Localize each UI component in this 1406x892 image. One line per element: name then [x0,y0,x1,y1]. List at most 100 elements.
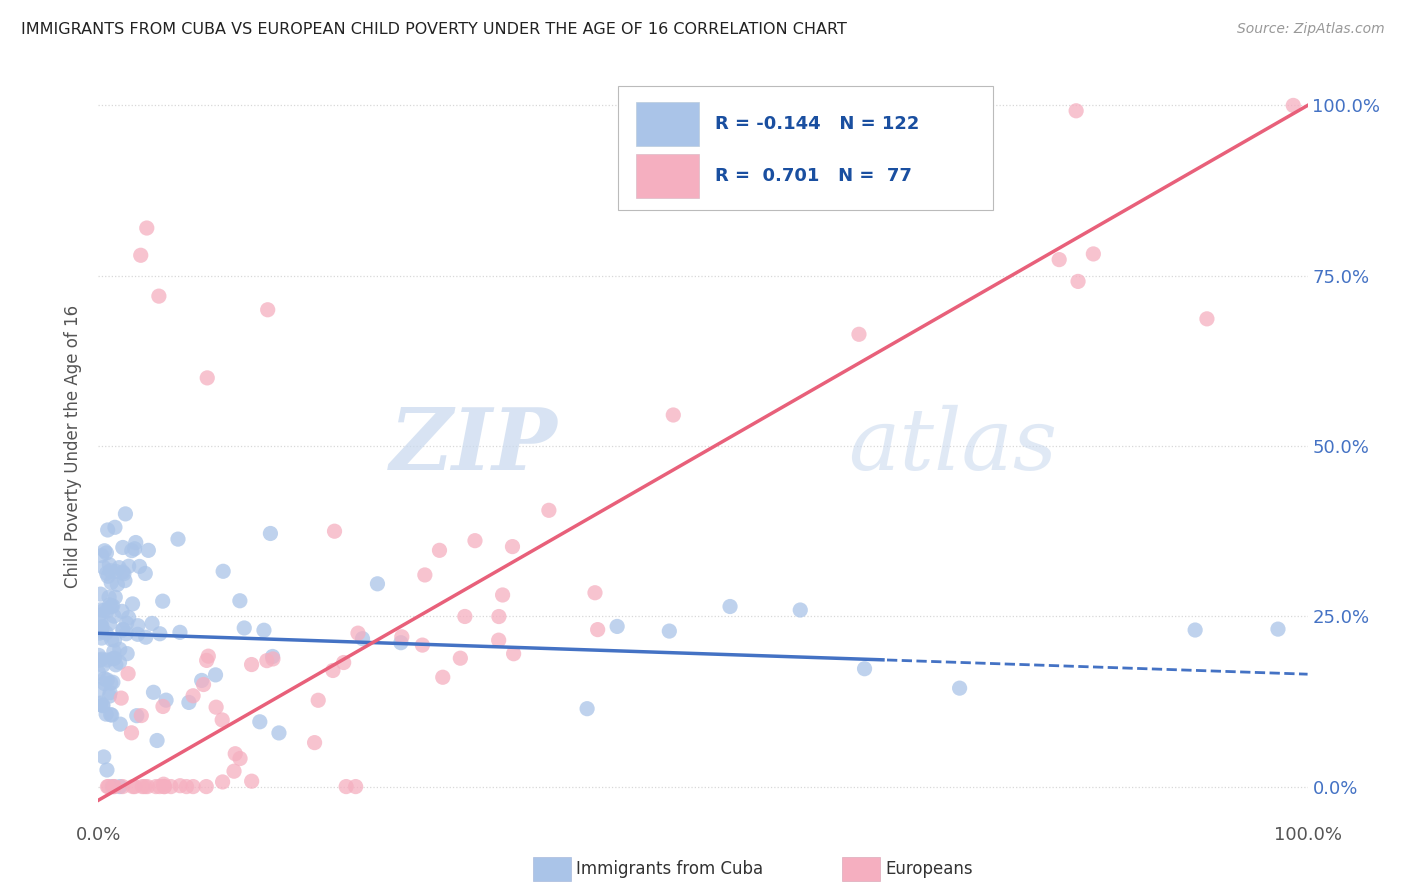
Point [155,693,177,707]
Point [391,630,413,644]
Point [149,780,172,794]
Point [97,780,120,794]
Point [152,777,174,791]
Point [108,560,131,574]
Point [262,649,284,664]
Point [101,651,124,665]
Point [347,626,370,640]
Point [153,780,176,794]
Point [105,577,128,591]
Text: Source: ZipAtlas.com: Source: ZipAtlas.com [1237,22,1385,37]
Y-axis label: Child Poverty Under the Age of 16: Child Poverty Under the Age of 16 [65,304,83,588]
Point [323,524,346,539]
Point [576,701,599,715]
Point [118,610,141,624]
Point [114,574,136,588]
Point [111,604,134,618]
Point [90,615,112,629]
FancyBboxPatch shape [637,102,699,146]
Point [129,708,152,723]
Point [111,541,134,555]
Point [96,566,118,581]
Point [152,699,174,714]
Point [93,603,115,617]
Point [224,747,246,761]
Point [949,681,972,695]
Point [146,733,169,747]
Point [125,708,148,723]
Point [100,707,122,722]
Point [789,603,811,617]
Point [1195,311,1218,326]
Point [111,623,134,637]
Point [103,633,125,648]
Point [94,626,117,640]
Point [501,540,523,554]
Point [93,676,115,690]
Point [240,657,263,672]
Point [89,698,111,712]
Point [127,618,149,632]
Point [148,289,170,303]
Point [267,726,290,740]
Point [93,750,115,764]
Point [141,616,163,631]
Point [253,624,276,638]
Point [98,686,121,700]
Point [91,698,114,713]
Point [124,780,146,794]
Point [94,707,117,722]
Point [90,587,112,601]
Point [121,543,143,558]
Point [108,780,131,794]
Point [429,543,451,558]
Point [464,533,486,548]
Point [108,642,131,657]
Point [100,676,122,690]
Point [432,670,454,684]
Point [848,327,870,342]
Point [454,609,477,624]
Point [197,649,219,664]
Point [169,625,191,640]
Point [1267,622,1289,636]
Point [89,608,111,623]
Point [1282,98,1305,112]
Point [195,780,218,794]
Point [98,598,121,612]
Point [90,603,112,617]
Point [222,764,245,779]
Point [90,549,112,563]
Point [96,780,118,794]
Point [229,593,252,607]
Point [112,566,135,581]
Point [110,717,132,731]
Point [135,630,157,644]
Point [98,689,121,703]
Point [853,662,876,676]
Point [1067,274,1090,288]
Point [167,532,190,546]
Point [103,780,125,794]
Point [212,564,235,578]
Point [924,132,946,146]
Point [115,647,138,661]
Point [128,559,150,574]
Point [658,624,681,638]
Point [190,673,212,688]
Point [229,751,252,765]
Point [118,559,141,574]
Point [662,408,685,422]
Point [100,564,122,578]
Point [411,638,433,652]
Point [97,569,120,583]
Point [117,666,139,681]
Text: IMMIGRANTS FROM CUBA VS EUROPEAN CHILD POVERTY UNDER THE AGE OF 16 CORRELATION C: IMMIGRANTS FROM CUBA VS EUROPEAN CHILD P… [21,22,846,37]
Point [205,700,228,714]
Point [115,626,138,640]
Point [121,726,143,740]
Point [204,668,226,682]
Point [96,604,118,618]
Point [100,575,122,590]
Point [93,560,115,574]
